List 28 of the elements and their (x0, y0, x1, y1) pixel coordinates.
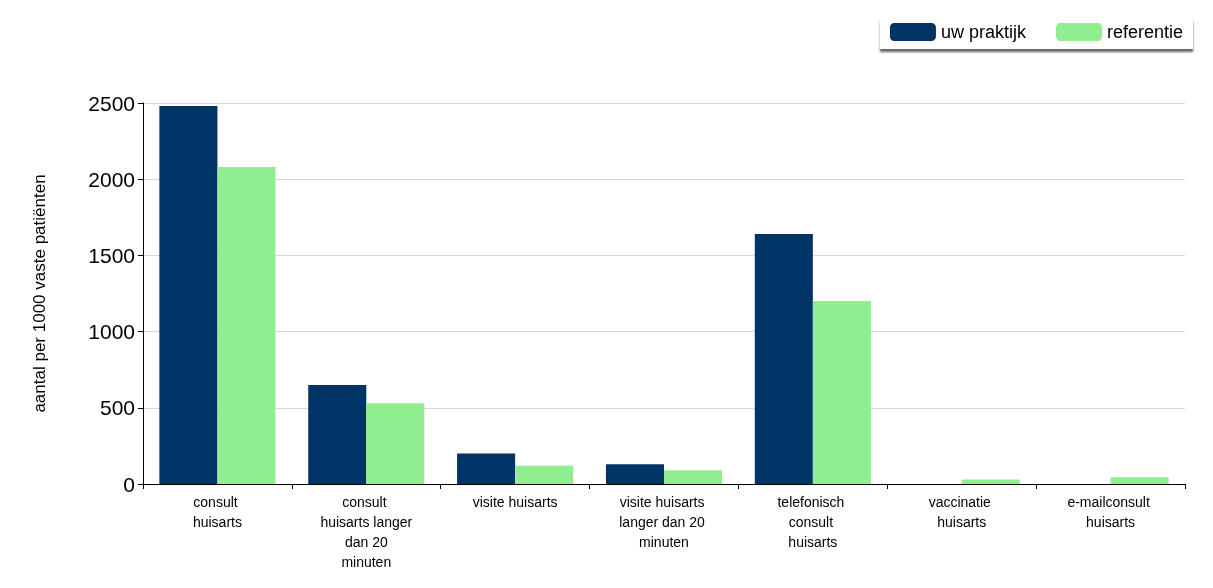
bar (812, 301, 871, 484)
x-tick-label: consult huisarts (192, 494, 242, 530)
y-tick-label: 1000 (88, 320, 135, 344)
bar (308, 384, 367, 484)
x-tick-label: visite huisarts (472, 494, 558, 510)
bar (754, 234, 813, 484)
y-tick-label: 0 (123, 472, 135, 496)
bar (1110, 477, 1169, 484)
y-tick-label: 1500 (88, 243, 135, 267)
y-tick-label: 500 (99, 396, 135, 420)
bar (457, 453, 516, 484)
x-tick-label: vaccinatie huisarts (928, 494, 995, 530)
y-tick-label: 2000 (88, 167, 135, 191)
bar (366, 403, 425, 484)
bar (217, 167, 276, 484)
legend-label: uw praktijk (940, 22, 1027, 42)
bar (961, 479, 1020, 484)
x-tick-label: telefonisch consult huisarts (777, 494, 849, 550)
x-tick-label: visite huisarts langer dan 20 minuten (619, 494, 709, 550)
x-tick-label: consult huisarts langer dan 20 minuten (320, 494, 413, 570)
x-tick-label: e-mailconsult huisarts (1067, 494, 1154, 530)
bar (605, 464, 664, 484)
bar (664, 470, 723, 484)
bar (159, 106, 218, 484)
y-axis-title: aantal per 1000 vaste patiënten (30, 174, 49, 413)
bar (515, 465, 574, 484)
y-tick-label: 2500 (88, 91, 135, 115)
legend-label: referentie (1106, 22, 1183, 42)
